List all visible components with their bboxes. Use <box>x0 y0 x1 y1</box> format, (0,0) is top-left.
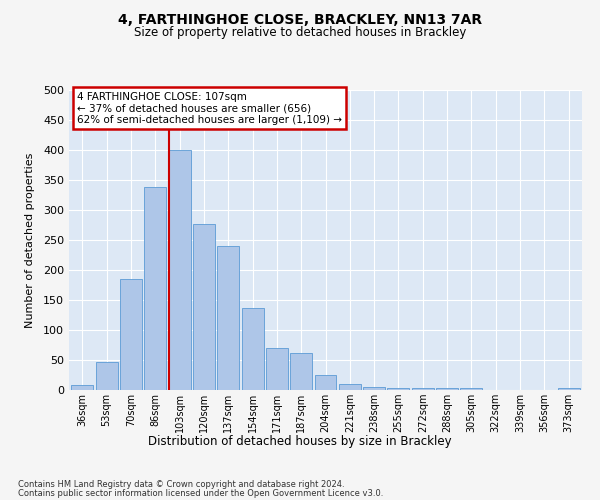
Bar <box>242 308 263 390</box>
Bar <box>557 388 580 390</box>
Bar <box>71 385 94 390</box>
Bar <box>193 224 215 390</box>
Bar <box>169 150 191 390</box>
Bar <box>339 384 361 390</box>
Bar <box>266 348 288 390</box>
Text: 4, FARTHINGHOE CLOSE, BRACKLEY, NN13 7AR: 4, FARTHINGHOE CLOSE, BRACKLEY, NN13 7AR <box>118 12 482 26</box>
Bar <box>290 353 312 390</box>
Bar <box>436 388 458 390</box>
Bar <box>120 279 142 390</box>
Text: Contains HM Land Registry data © Crown copyright and database right 2024.: Contains HM Land Registry data © Crown c… <box>18 480 344 489</box>
Bar <box>217 246 239 390</box>
Bar <box>314 375 337 390</box>
Bar <box>96 362 118 390</box>
Text: Size of property relative to detached houses in Brackley: Size of property relative to detached ho… <box>134 26 466 39</box>
Text: Contains public sector information licensed under the Open Government Licence v3: Contains public sector information licen… <box>18 489 383 498</box>
Bar <box>412 388 434 390</box>
Y-axis label: Number of detached properties: Number of detached properties <box>25 152 35 328</box>
Bar <box>145 187 166 390</box>
Text: 4 FARTHINGHOE CLOSE: 107sqm
← 37% of detached houses are smaller (656)
62% of se: 4 FARTHINGHOE CLOSE: 107sqm ← 37% of det… <box>77 92 341 124</box>
Bar <box>460 388 482 390</box>
Bar <box>388 388 409 390</box>
Bar <box>363 387 385 390</box>
Text: Distribution of detached houses by size in Brackley: Distribution of detached houses by size … <box>148 435 452 448</box>
